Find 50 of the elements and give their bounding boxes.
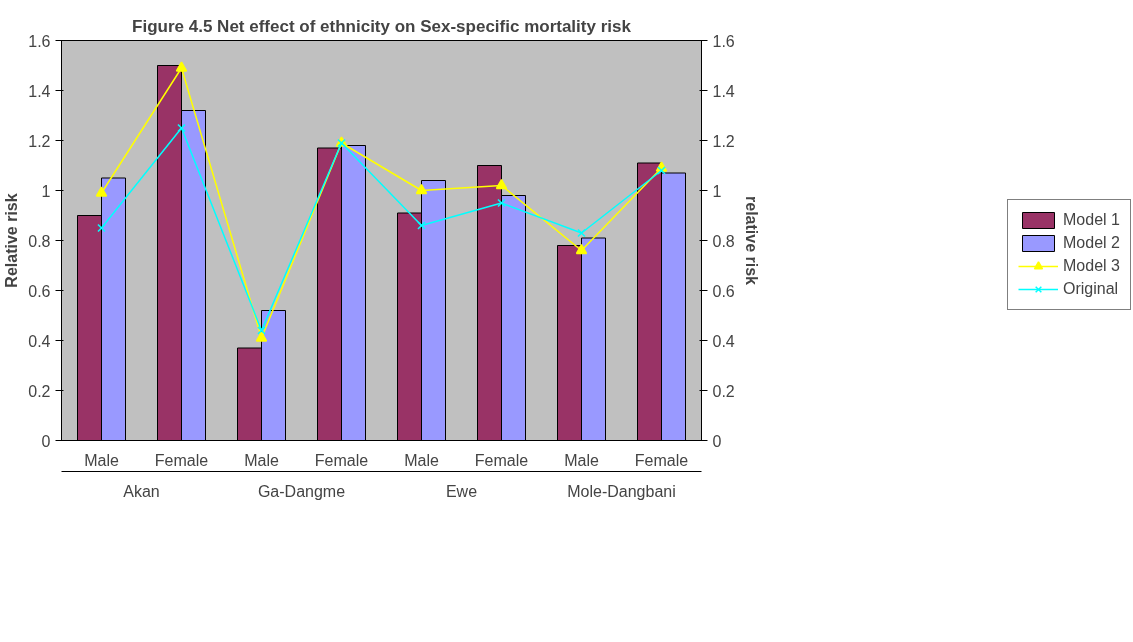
point <box>577 228 586 238</box>
legend-label: Model 2 <box>1063 234 1120 252</box>
y-tick-label: 1 <box>41 182 51 200</box>
text: Akan <box>123 482 160 500</box>
x-tick-label: Female <box>634 451 689 469</box>
y-tick-label: 0 <box>41 432 51 450</box>
y-tick-label: 0.2 <box>28 382 51 400</box>
y-axis-title: Relative risk <box>3 193 21 288</box>
y2-tick-label: 0.6 <box>712 282 735 300</box>
point <box>415 183 428 195</box>
text: Ga-Dangme <box>257 482 346 500</box>
point <box>255 331 268 342</box>
y-tick-label: 0.8 <box>28 232 51 250</box>
y2-tick-label: 0.2 <box>712 382 735 400</box>
y2-tick-label: 1.4 <box>712 82 735 100</box>
point <box>417 221 426 230</box>
text: Ewe <box>445 482 478 500</box>
point <box>575 243 588 255</box>
legend-label: Model 3 <box>1063 257 1120 275</box>
y2-tick-label: 0 <box>712 432 722 450</box>
legend-label: Model 1 <box>1063 211 1120 229</box>
x-tick-label: Male <box>244 451 279 469</box>
point <box>95 186 108 197</box>
x-tick-label: Female <box>474 451 529 469</box>
x-tick-label: Female <box>154 451 209 469</box>
x-tick-label: Male <box>84 451 119 469</box>
y2-tick-label: 1.6 <box>712 32 735 50</box>
y2-tick-label: 0.4 <box>712 332 735 350</box>
x-tick-label: Male <box>404 451 439 469</box>
legend-label: Original <box>1063 280 1119 298</box>
y-tick-label: 1.4 <box>28 82 51 100</box>
y2-axis-title: relative risk <box>742 196 760 286</box>
y-tick-label: 1.6 <box>28 32 51 50</box>
chart-title: Figure 4.5 Net effect of ethnicity on Sex-specific mortality risk <box>132 16 632 36</box>
point <box>657 166 666 175</box>
y2-tick-label: 1 <box>712 182 722 200</box>
y-tick-label: 0.6 <box>28 282 51 300</box>
point <box>177 123 186 133</box>
point <box>495 178 508 190</box>
point <box>497 198 506 208</box>
y2-tick-label: 0.8 <box>712 232 735 250</box>
y-tick-label: 1.2 <box>28 132 51 150</box>
text: Mole-Dangbani <box>567 482 676 500</box>
x-tick-label: Female <box>314 451 369 469</box>
y-tick-label: 0.4 <box>28 332 51 350</box>
point <box>175 61 188 72</box>
y2-tick-label: 1.2 <box>712 132 735 150</box>
x-tick-label: Male <box>564 451 599 469</box>
point <box>97 223 106 233</box>
point <box>257 326 266 335</box>
